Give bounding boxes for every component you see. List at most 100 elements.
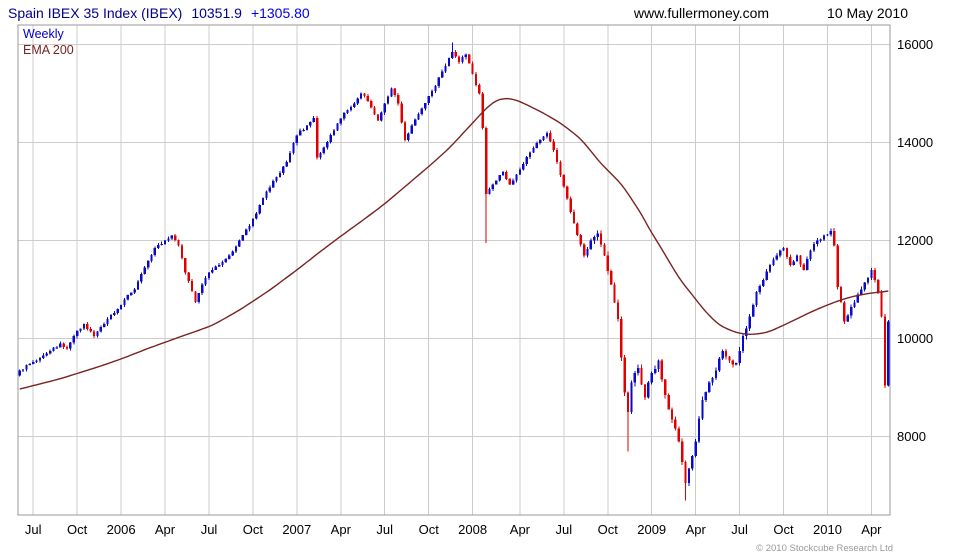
candle-body (79, 328, 82, 331)
x-axis-tick-label: 2006 (107, 522, 136, 537)
candle-body (261, 198, 265, 205)
candle-body (829, 230, 832, 235)
candle-body (457, 56, 461, 62)
candle-body (427, 96, 430, 104)
candle-body (400, 103, 403, 123)
candle-body (539, 140, 542, 144)
candle-body (214, 266, 217, 270)
instrument-info: Spain IBEX 35 Index (IBEX) 10351.9 +1305… (0, 5, 310, 21)
candle-body (99, 326, 102, 332)
candle-body (103, 324, 106, 327)
candle-body (603, 244, 606, 256)
candle-body (806, 258, 809, 270)
candle-body (687, 468, 691, 484)
x-axis-tick-label: Oct (773, 522, 794, 537)
candle-body (586, 248, 589, 256)
candle-body (593, 237, 596, 241)
candle-body (664, 379, 667, 395)
candle-body (65, 346, 69, 349)
candle-body (576, 223, 579, 236)
candle-body (217, 265, 221, 267)
candle-body (647, 382, 650, 398)
plot-frame (17, 24, 891, 516)
candle-body (528, 152, 532, 157)
candle-body (363, 93, 366, 96)
candle-body (32, 361, 35, 365)
candle-body (870, 270, 873, 278)
candle-body (167, 238, 170, 241)
candle-body (680, 441, 684, 462)
candle-body (146, 260, 150, 268)
candle-body (109, 315, 113, 319)
candle-body (779, 250, 782, 256)
x-axis-tick-label: Apr (510, 522, 531, 537)
candle-body (430, 91, 434, 97)
candle-body (55, 347, 59, 349)
candle-body (42, 355, 45, 359)
candle-body (370, 100, 373, 108)
y-axis-tick-label: 8000 (897, 429, 926, 444)
candle-body (704, 392, 707, 400)
candle-body (606, 255, 609, 272)
candle-body (275, 176, 278, 182)
candle-body (880, 292, 883, 317)
candle-body (697, 418, 701, 442)
source-info: www.fullermoney.com 10 May 2010 (634, 5, 980, 21)
candle-body (410, 125, 413, 134)
candle-body (789, 256, 792, 266)
candle-body (305, 125, 309, 131)
candle-body (512, 180, 515, 185)
x-axis-tick-label: Apr (686, 522, 707, 537)
candle-body (309, 122, 312, 126)
candle-body (393, 88, 396, 96)
candle-body (735, 363, 738, 365)
candle-body (772, 259, 775, 266)
candle-body (447, 58, 451, 66)
candle-body (785, 247, 789, 257)
candle-body (718, 358, 721, 371)
candle-body (481, 93, 484, 128)
candle-body (383, 103, 386, 113)
candle-body (856, 294, 860, 303)
candle-body (839, 287, 843, 303)
candle-body (160, 243, 163, 245)
candle-body (701, 399, 704, 419)
candle-body (96, 331, 99, 337)
candle-body (762, 279, 765, 287)
candle-body (751, 304, 755, 317)
candle-body (572, 211, 576, 224)
candle-body (25, 365, 28, 370)
candle-body (542, 136, 545, 141)
candle-body (221, 261, 224, 266)
candle-body (883, 316, 887, 386)
candle-body (816, 240, 819, 244)
candle-body (295, 135, 298, 144)
candle-body (599, 233, 603, 245)
candle-body (184, 258, 187, 273)
candle-body (336, 123, 339, 131)
candle-body (488, 189, 491, 195)
candle-body (380, 112, 383, 121)
candle-body (495, 180, 498, 185)
x-axis-tick-label: Oct (243, 522, 264, 537)
candle-body (731, 360, 734, 365)
x-axis-tick-label: Oct (67, 522, 88, 537)
candle-body (130, 292, 133, 295)
candle-body (849, 306, 853, 316)
candle-body (555, 149, 559, 163)
legend-ema200: EMA 200 (23, 43, 74, 57)
candle-body (667, 394, 670, 410)
candle-body (532, 147, 535, 153)
candle-body (282, 166, 285, 173)
candle-body (126, 294, 129, 300)
candle-body (177, 240, 180, 246)
candle-body (359, 93, 363, 99)
candle-body (545, 132, 549, 137)
candle-body (288, 153, 292, 163)
candle-body (799, 255, 802, 265)
candle-body (596, 233, 599, 238)
candle-body (819, 239, 822, 241)
candle-body (119, 304, 123, 310)
candle-body (302, 130, 305, 132)
candle-body (211, 269, 214, 273)
